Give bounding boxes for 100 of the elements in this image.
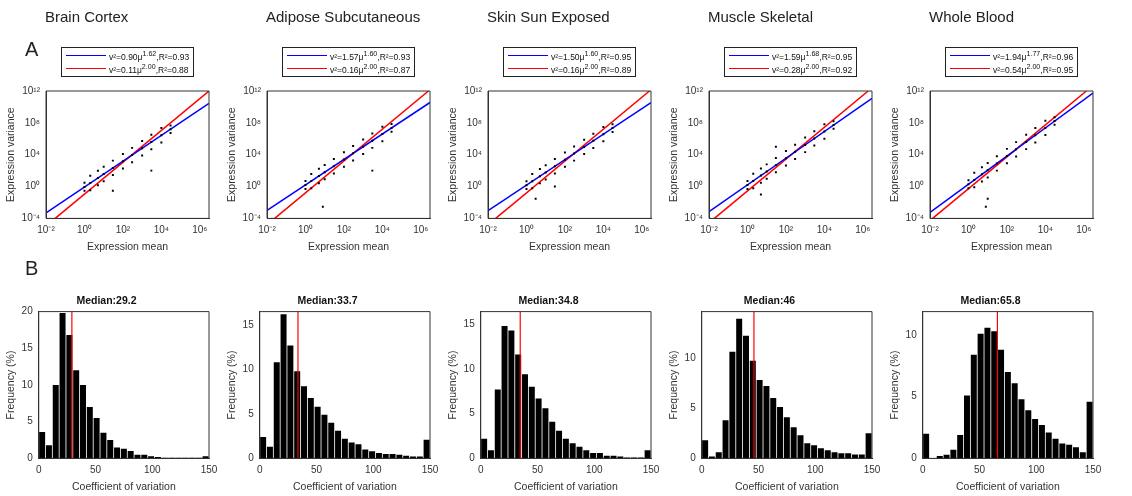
x-tick-label: 10² xyxy=(557,224,573,236)
x-axis-title: Expression mean xyxy=(528,239,611,252)
x-tick-label: 10⁶ xyxy=(192,224,208,236)
x-axis-title: Expression mean xyxy=(749,239,832,252)
y-tick-label: 5 xyxy=(911,390,918,402)
chart-title: Adipose Subcutaneous xyxy=(266,8,421,25)
x-tick-label: 150 xyxy=(642,464,660,476)
y-tick-label: 10⁴ xyxy=(24,148,41,160)
x-tick-label: 150 xyxy=(863,464,881,476)
x-axis-title: Coefficient of variation xyxy=(514,479,618,492)
y-tick-label: 10⁴ xyxy=(245,148,262,160)
y-tick-label: 10⁴ xyxy=(908,148,925,160)
x-axis-title: Expression mean xyxy=(86,239,169,252)
x-tick-label: 150 xyxy=(421,464,439,476)
x-tick-label: 10⁶ xyxy=(634,224,650,236)
x-axis-title: Coefficient of variation xyxy=(72,479,176,492)
y-tick-label: 10⁴ xyxy=(466,148,483,160)
text: A xyxy=(25,38,39,61)
y-tick-label: 10⁰ xyxy=(24,180,41,192)
x-tick-label: 10⁻² xyxy=(700,224,719,236)
y-tick-label: 10⁰ xyxy=(466,180,483,192)
x-tick-label: 10⁰ xyxy=(960,224,977,236)
chart-title: Brain Cortex xyxy=(45,8,129,25)
legend-label: v²=1.59μ$^{1.68}$,R²=0.95 xyxy=(772,49,853,62)
y-tick-label: 10⁸ xyxy=(24,116,41,128)
x-tick-label: 10⁰ xyxy=(297,224,314,236)
y-tick-label: 0 xyxy=(469,452,476,464)
x-tick-label: 10⁴ xyxy=(374,224,391,236)
x-tick-label: 10⁰ xyxy=(739,224,756,236)
text: B xyxy=(25,257,39,280)
y-tick-label: 0 xyxy=(27,452,34,464)
legend-label: v²=0.16μ$^{2.00}$,R²=0.87 xyxy=(330,62,411,75)
y-tick-label: 10 xyxy=(684,351,697,363)
y-tick-label: 10⁰ xyxy=(687,180,704,192)
y-tick-label: 5 xyxy=(469,407,476,419)
x-tick-label: 10⁻² xyxy=(479,224,498,236)
legend-label: v²=0.11μ$^{2.00}$,R²=0.88 xyxy=(109,62,189,75)
legend-label: v²=0.28μ$^{2.00}$,R²=0.92 xyxy=(772,62,853,75)
x-axis-title: Expression mean xyxy=(970,239,1053,252)
x-tick-label: 10⁰ xyxy=(76,224,93,236)
chart-title: Skin Sun Exposed xyxy=(487,8,610,25)
x-tick-label: 100 xyxy=(1027,464,1046,476)
x-tick-label: 10² xyxy=(999,224,1015,236)
y-tick-label: 10 xyxy=(905,328,918,340)
y-tick-label: 20 xyxy=(21,305,34,317)
y-tick-label: 10⁻⁴ xyxy=(905,212,925,224)
x-axis-title: Expression mean xyxy=(307,239,390,252)
x-tick-label: 10² xyxy=(336,224,352,236)
x-axis-title: Coefficient of variation xyxy=(956,479,1060,492)
y-tick-label: 10⁻⁴ xyxy=(463,212,483,224)
chart-title: Whole Blood xyxy=(929,8,1015,25)
chart-title: Median:46 xyxy=(743,294,796,307)
y-tick-label: 0 xyxy=(911,452,918,464)
y-tick-label: 10⁰ xyxy=(245,180,262,192)
x-tick-label: 10⁴ xyxy=(1037,224,1054,236)
y-tick-label: 15 xyxy=(463,317,476,329)
y-tick-label: 15 xyxy=(242,318,255,330)
y-tick-label: 10 xyxy=(242,363,255,375)
y-axis-title: Expression variance xyxy=(4,107,17,202)
y-tick-label: 10¹² xyxy=(906,84,925,96)
x-tick-label: 50 xyxy=(310,464,323,476)
x-tick-label: 10² xyxy=(778,224,794,236)
x-tick-label: 100 xyxy=(364,464,383,476)
y-axis-title: Expression variance xyxy=(225,107,238,202)
y-tick-label: 5 xyxy=(27,415,34,427)
x-tick-label: 100 xyxy=(585,464,604,476)
legend-label: v²=0.16μ$^{2.00}$,R²=0.89 xyxy=(551,62,632,75)
y-tick-label: 10¹² xyxy=(243,84,262,96)
y-axis-title: Expression variance xyxy=(667,107,680,202)
x-tick-label: 10² xyxy=(115,224,131,236)
chart-title: Median:33.7 xyxy=(297,294,358,307)
x-tick-label: 50 xyxy=(752,464,765,476)
y-axis-title: Frequency (%) xyxy=(446,350,459,420)
y-axis-title: Expression variance xyxy=(888,107,901,202)
x-axis-title: Coefficient of variation xyxy=(293,479,397,492)
y-axis-title: Frequency (%) xyxy=(667,350,680,420)
y-tick-label: 0 xyxy=(690,452,697,464)
x-tick-label: 50 xyxy=(973,464,986,476)
x-axis-title: Coefficient of variation xyxy=(735,479,839,492)
y-tick-label: 10⁸ xyxy=(687,116,704,128)
x-tick-label: 50 xyxy=(89,464,102,476)
y-tick-label: 5 xyxy=(690,401,697,413)
x-tick-label: 10⁶ xyxy=(1076,224,1092,236)
y-tick-label: 10⁰ xyxy=(908,180,925,192)
y-tick-label: 5 xyxy=(248,407,255,419)
y-tick-label: 15 xyxy=(21,342,34,354)
legend-label: v²=1.57μ$^{1.60}$,R²=0.93 xyxy=(330,49,411,62)
y-tick-label: 10⁸ xyxy=(908,116,925,128)
x-tick-label: 10⁴ xyxy=(595,224,612,236)
x-tick-label: 100 xyxy=(143,464,162,476)
x-tick-label: 10⁶ xyxy=(413,224,429,236)
x-tick-label: 50 xyxy=(531,464,544,476)
y-tick-label: 10⁸ xyxy=(245,116,262,128)
y-tick-label: 10⁴ xyxy=(687,148,704,160)
y-axis-title: Frequency (%) xyxy=(888,350,901,420)
x-tick-label: 150 xyxy=(1084,464,1102,476)
y-tick-label: 10¹² xyxy=(464,84,483,96)
x-tick-label: 10⁰ xyxy=(518,224,535,236)
legend-label: v²=1.94μ$^{1.77}$,R²=0.96 xyxy=(993,49,1074,62)
y-tick-label: 10 xyxy=(463,362,476,374)
